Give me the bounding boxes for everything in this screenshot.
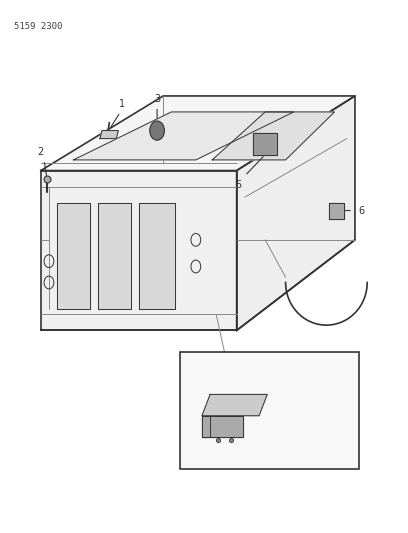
Text: 1: 1	[118, 99, 125, 109]
Text: 5: 5	[235, 180, 242, 190]
Text: 5159 2300: 5159 2300	[14, 22, 63, 31]
Polygon shape	[41, 96, 355, 171]
Polygon shape	[202, 416, 210, 437]
Polygon shape	[202, 416, 243, 437]
Text: 4: 4	[213, 444, 220, 454]
Polygon shape	[202, 394, 267, 416]
Polygon shape	[41, 171, 237, 330]
Text: 3: 3	[154, 94, 160, 104]
Polygon shape	[57, 203, 90, 309]
Circle shape	[150, 121, 164, 140]
Polygon shape	[98, 203, 131, 309]
Polygon shape	[253, 133, 277, 155]
Text: 2: 2	[37, 147, 43, 157]
Polygon shape	[73, 112, 294, 160]
Text: 6: 6	[358, 206, 364, 215]
Polygon shape	[100, 131, 118, 139]
Polygon shape	[139, 203, 175, 309]
Polygon shape	[237, 96, 355, 330]
Polygon shape	[212, 112, 335, 160]
Polygon shape	[329, 203, 344, 219]
Bar	[180, 352, 359, 469]
